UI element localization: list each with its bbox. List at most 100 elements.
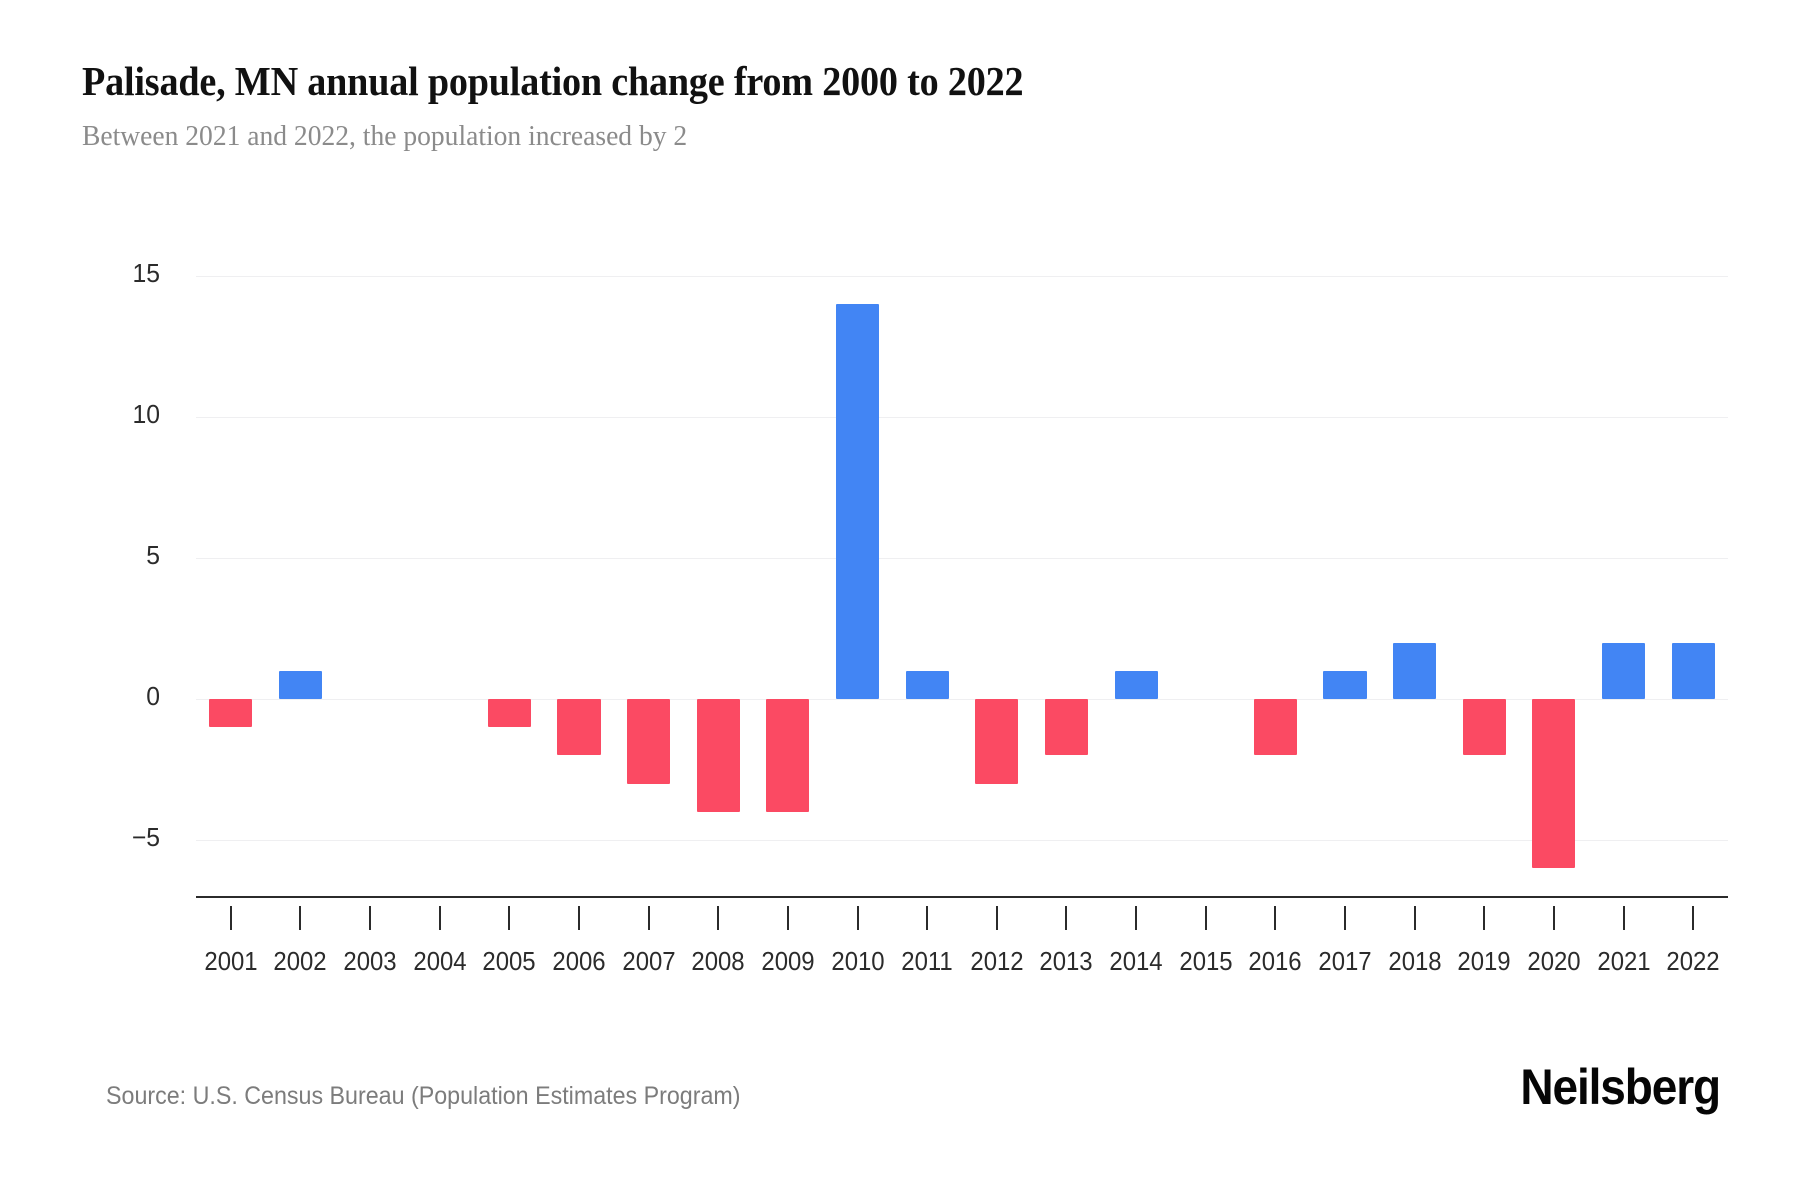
- bar-slot: [627, 276, 671, 840]
- bar-2014[interactable]: [1114, 670, 1158, 699]
- bar-slot: [1253, 276, 1297, 840]
- chart-header: Palisade, MN annual population change fr…: [82, 56, 1722, 154]
- x-axis-tick: [1692, 906, 1695, 930]
- x-axis-tick-label: 2010: [830, 946, 885, 976]
- x-axis-tick: [578, 906, 580, 930]
- x-axis-tick-label: 2001: [204, 946, 258, 976]
- bar-slot: [975, 276, 1019, 840]
- x-axis-tick: [926, 906, 929, 930]
- bar-2010[interactable]: [835, 304, 880, 699]
- source-note: Source: U.S. Census Bureau (Population E…: [106, 1082, 741, 1110]
- bar-slot: [209, 276, 253, 840]
- x-axis-tick: [1135, 906, 1138, 930]
- x-axis-tick: [1552, 906, 1555, 930]
- x-axis-tick-label: 2002: [273, 946, 328, 976]
- x-axis-tick: [717, 906, 720, 930]
- bar-2021[interactable]: [1601, 642, 1646, 699]
- bar-2009[interactable]: [766, 699, 810, 812]
- bar-slot: [1184, 276, 1227, 840]
- bar-2005[interactable]: [487, 699, 531, 728]
- x-axis-tick-label: 2017: [1318, 946, 1372, 976]
- bar-2007[interactable]: [627, 699, 671, 784]
- bar-slot: [418, 276, 461, 840]
- bar-2012[interactable]: [975, 699, 1019, 784]
- y-axis-tick-label: 5: [146, 540, 160, 570]
- bar-slot: [349, 276, 392, 840]
- x-axis-tick-label: 2012: [970, 946, 1024, 976]
- x-axis-tick-label: 2020: [1527, 946, 1581, 976]
- chart-subtitle: Between 2021 and 2022, the population in…: [82, 120, 688, 152]
- x-axis-tick-label: 2019: [1457, 946, 1511, 976]
- page-title: Palisade, MN annual population change fr…: [82, 58, 1024, 104]
- x-axis-tick-label: 2007: [622, 946, 676, 976]
- bar-2001[interactable]: [209, 699, 253, 728]
- bar-2013[interactable]: [1044, 699, 1089, 756]
- x-axis-tick-label: 2013: [1039, 946, 1094, 976]
- bar-2022[interactable]: [1671, 642, 1715, 699]
- bar-slot: [1462, 276, 1506, 840]
- bar-2008[interactable]: [696, 699, 740, 812]
- x-axis-line: [196, 896, 1728, 898]
- bar-slot: [278, 276, 323, 840]
- x-axis-tick: [1204, 906, 1207, 930]
- bar-2018[interactable]: [1393, 642, 1437, 699]
- x-axis-tick-label: 2018: [1388, 946, 1442, 976]
- x-axis-tick-label: 2006: [552, 946, 606, 976]
- bar-slot: [1601, 276, 1646, 840]
- x-axis-tick: [856, 906, 859, 930]
- bar-2019[interactable]: [1462, 699, 1506, 756]
- gridline: [196, 840, 1728, 841]
- y-axis-tick-label: −5: [131, 822, 160, 852]
- bar-slot: [1114, 276, 1158, 840]
- x-axis-tick: [1622, 906, 1625, 930]
- gridline: [196, 699, 1728, 700]
- x-axis-tick: [1413, 906, 1416, 930]
- x-axis-tick-label: 2011: [901, 946, 953, 976]
- bar-slot: [557, 276, 601, 840]
- bar-slot: [1671, 276, 1715, 840]
- x-axis-tick: [299, 906, 302, 930]
- x-axis-tick-label: 2004: [413, 946, 467, 976]
- x-axis-tick: [1274, 906, 1277, 930]
- x-axis-tick: [995, 906, 998, 930]
- x-axis-tick: [647, 906, 650, 930]
- x-axis-tick: [508, 906, 511, 930]
- x-axis-tick: [1065, 906, 1068, 930]
- bar-2016[interactable]: [1253, 699, 1297, 756]
- gridline: [196, 417, 1728, 418]
- gridline: [196, 276, 1728, 277]
- bar-2006[interactable]: [557, 699, 601, 756]
- bar-2017[interactable]: [1323, 670, 1367, 699]
- x-axis-tick-label: 2015: [1179, 946, 1233, 976]
- x-axis-tick: [1344, 906, 1346, 930]
- y-axis-tick-label: 10: [132, 399, 160, 429]
- bar-slot: [1532, 276, 1576, 869]
- x-axis-tick: [369, 906, 372, 930]
- gridline: [196, 558, 1728, 559]
- x-axis-tick: [786, 906, 789, 930]
- x-axis-tick-label: 2016: [1248, 946, 1302, 976]
- bar-2011[interactable]: [905, 670, 949, 699]
- bar-slot: [1323, 276, 1367, 840]
- x-axis-tick-label: 2008: [691, 946, 745, 976]
- bars-group: [196, 276, 1728, 869]
- x-axis-tick: [229, 906, 232, 930]
- bar-slot: [835, 276, 880, 840]
- brand-logo: Neilsberg: [1520, 1059, 1721, 1115]
- bar-2002[interactable]: [278, 670, 323, 699]
- bar-slot: [766, 276, 810, 840]
- bar-slot: [487, 276, 531, 840]
- x-axis-tick-label: 2014: [1109, 946, 1163, 976]
- bar-slot: [905, 276, 949, 840]
- bar-2020[interactable]: [1532, 699, 1576, 869]
- bar-slot: [1044, 276, 1089, 840]
- x-axis-tick-label: 2009: [761, 946, 815, 976]
- x-axis-tick-label: 2003: [343, 946, 397, 976]
- bar-slot: [696, 276, 740, 840]
- bar-slot: [1393, 276, 1437, 840]
- x-axis-tick-label: 2005: [482, 946, 536, 976]
- x-axis-tick: [1483, 906, 1486, 930]
- y-axis-tick-label: 15: [132, 258, 160, 288]
